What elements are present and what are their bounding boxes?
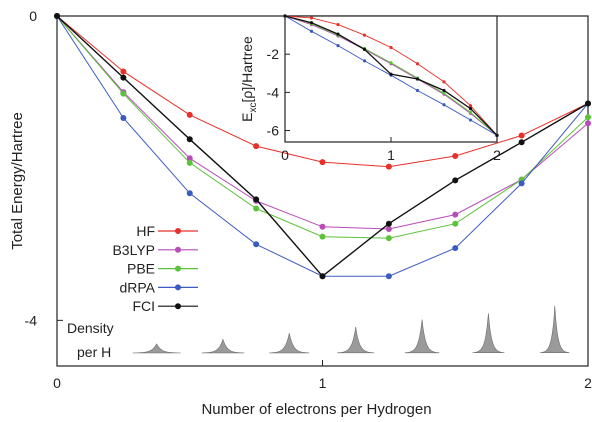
legend-marker-drpa [175, 284, 181, 290]
data-point-fci [54, 13, 60, 19]
inset-x-tick-label: 2 [493, 147, 501, 163]
legend-label-b3lyp: B3LYP [112, 242, 155, 258]
inset-data-point-pbe [389, 61, 392, 64]
inset-data-point-hf [336, 23, 339, 26]
density-peak [473, 313, 505, 352]
data-point-drpa [452, 245, 458, 251]
data-point-fci [120, 75, 126, 81]
inset-data-point-drpa [469, 118, 472, 121]
inset-data-point-pbe [442, 92, 445, 95]
inset-chart: 0 1 2 -2 -4 -6 Exc[ρ]/Hartree [239, 14, 501, 163]
inset-y-tick-label: -2 [267, 46, 280, 62]
data-point-drpa [253, 241, 259, 247]
axis-labels: Number of electrons per Hydrogen Total En… [9, 112, 432, 418]
data-point-drpa [187, 190, 193, 196]
density-peak [337, 327, 374, 353]
inset-data-point-hf [416, 62, 419, 65]
data-point-pbe [253, 206, 259, 212]
data-point-pbe [187, 160, 193, 166]
inset-data-point-hf [310, 16, 313, 19]
data-point-hf [386, 164, 392, 170]
inset-plot-frame [285, 16, 497, 142]
density-peak [133, 344, 181, 353]
data-point-fci [187, 136, 193, 142]
inset-y-tick-label: -4 [267, 84, 280, 100]
inset-data-point-fci [442, 89, 445, 92]
data-point-drpa [386, 273, 392, 279]
density-peak [405, 320, 440, 353]
data-point-pbe [320, 234, 326, 240]
inset-data-point-fci [469, 107, 472, 110]
data-point-b3lyp [585, 120, 591, 126]
density-peak [540, 306, 569, 353]
x-axis-title: Number of electrons per Hydrogen [201, 401, 431, 418]
data-point-drpa [120, 115, 126, 121]
data-point-fci [320, 273, 326, 279]
data-point-pbe [452, 221, 458, 227]
legend-label-drpa: dRPA [119, 279, 155, 295]
legend-label-fci: FCI [132, 298, 155, 314]
inset-data-point-hf [442, 80, 445, 83]
inset-y-tick-label: -6 [267, 123, 280, 139]
inset-data-point-fci [363, 48, 366, 51]
legend-label-hf: HF [136, 223, 155, 239]
data-point-b3lyp [452, 212, 458, 218]
inset-data-point-pbe [469, 111, 472, 114]
data-point-hf [452, 153, 458, 159]
legend-marker-b3lyp [175, 247, 181, 253]
inset-data-point-drpa [442, 103, 445, 106]
y-tick-label: -4 [25, 312, 38, 328]
inset-data-point-fci [416, 77, 419, 80]
inset-data-point-fci [310, 21, 313, 24]
inset-x-tick-label: 0 [281, 147, 289, 163]
data-point-hf [519, 132, 525, 138]
legend-label-pbe: PBE [127, 261, 155, 277]
inset-data-point-hf [363, 33, 366, 36]
data-point-hf [253, 143, 259, 149]
data-point-pbe [120, 91, 126, 97]
inset-data-point-fci [495, 134, 498, 137]
x-tick-label: 2 [584, 375, 592, 391]
data-point-fci [452, 177, 458, 183]
data-point-fci [386, 221, 392, 227]
y-axis-title: Total Energy/Hartree [9, 112, 26, 250]
inset-data-point-fci [336, 33, 339, 36]
data-point-hf [187, 112, 193, 118]
x-tick-label: 0 [53, 375, 61, 391]
density-label-line1: Density [67, 320, 114, 336]
data-point-b3lyp [320, 224, 326, 230]
inset-x-tick-label: 1 [387, 147, 395, 163]
legend-marker-fci [175, 303, 181, 309]
density-label-line2: per H [77, 344, 111, 360]
inset-data-point-drpa [336, 44, 339, 47]
inset-data-point-drpa [416, 89, 419, 92]
data-point-b3lyp [386, 226, 392, 232]
inset-y-axis-label: Exc[ρ]/Hartree [239, 36, 259, 122]
data-point-pbe [585, 114, 591, 120]
data-point-hf [120, 69, 126, 75]
data-point-hf [320, 159, 326, 165]
inset-data-point-drpa [363, 59, 366, 62]
legend: HF B3LYP PBE dRPA FCI [112, 223, 198, 314]
legend-marker-hf [175, 228, 181, 234]
data-point-fci [519, 139, 525, 145]
x-tick-label: 1 [319, 375, 327, 391]
inset-data-point-fci [389, 73, 392, 76]
inset-data-point-hf [469, 104, 472, 107]
inset-data-point-hf [389, 46, 392, 49]
inset-data-point-drpa [310, 30, 313, 33]
data-point-fci [585, 101, 591, 107]
inset-data-point-fci [283, 14, 286, 17]
data-point-drpa [519, 180, 525, 186]
data-point-pbe [386, 235, 392, 241]
data-point-fci [253, 196, 259, 202]
density-peak [269, 333, 309, 353]
legend-marker-pbe [175, 266, 181, 272]
density-peak [202, 339, 245, 353]
y-tick-label: 0 [29, 8, 37, 24]
